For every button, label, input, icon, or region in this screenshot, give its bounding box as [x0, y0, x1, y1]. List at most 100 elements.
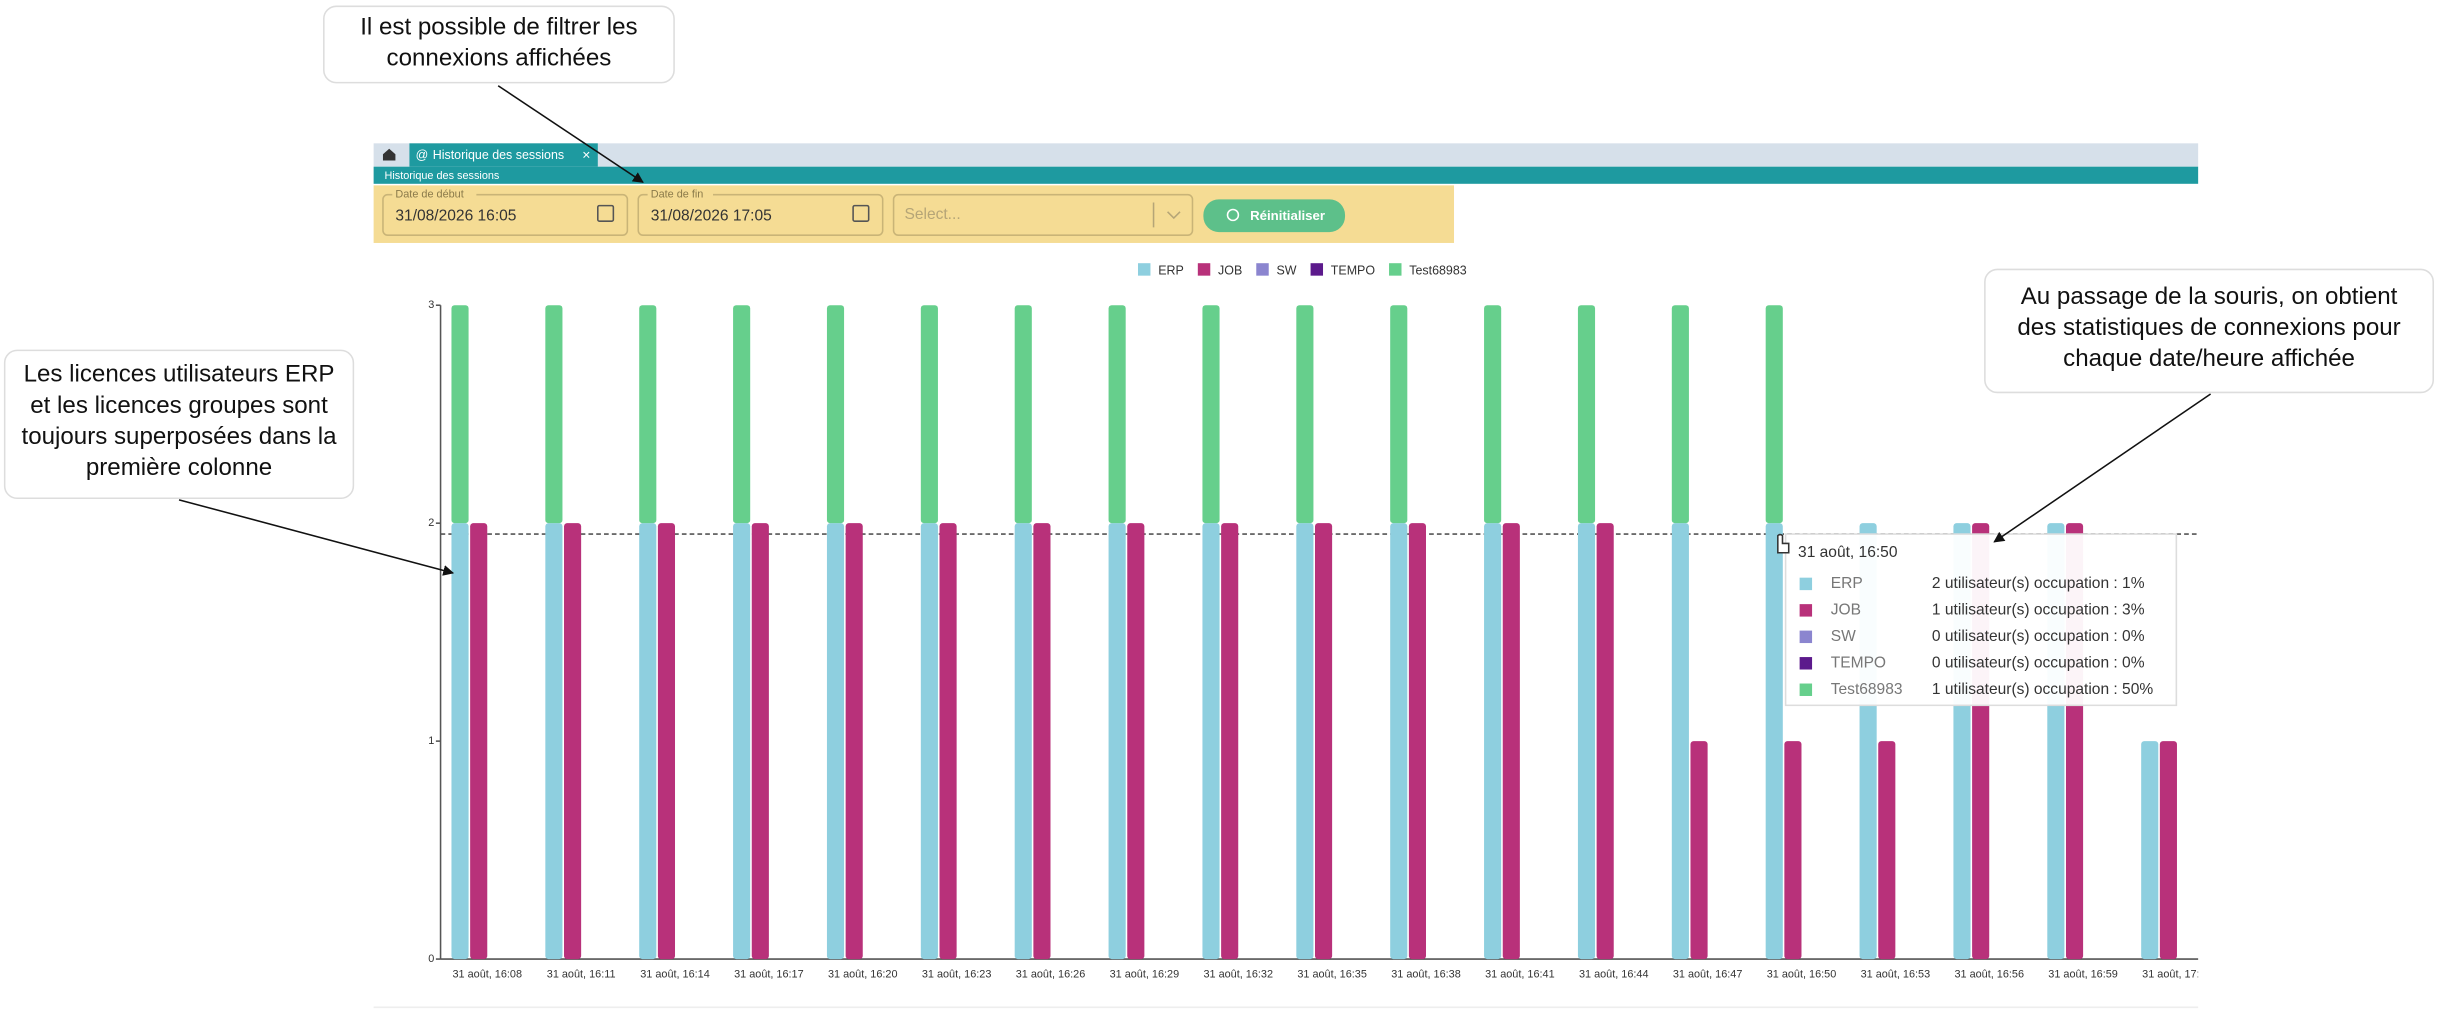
bar	[1484, 523, 1502, 960]
bar	[1390, 305, 1408, 524]
y-tick-label: 1	[428, 735, 434, 747]
x-tick-label: 31 août, 16:32	[1203, 969, 1273, 981]
tooltip-swatch	[1799, 657, 1813, 670]
callout-box	[323, 5, 675, 84]
bar	[751, 523, 769, 960]
x-tick-label: 31 août, 16:41	[1485, 969, 1555, 981]
x-tick-label: 31 août, 16:38	[1391, 969, 1461, 981]
x-tick-label: 31 août, 16:35	[1297, 969, 1367, 981]
bars	[451, 305, 2177, 960]
tooltip-value: 1 utilisateur(s) occupation : 3%	[1932, 601, 2145, 618]
y-tick-label: 3	[428, 299, 434, 311]
bar	[1202, 523, 1220, 960]
x-tick-label: 31 août, 16:23	[922, 969, 992, 981]
legend-label: SW	[1277, 263, 1297, 277]
bar	[826, 523, 845, 960]
x-tick-label: 31 août, 17:02	[2142, 969, 2212, 981]
bar	[1408, 523, 1426, 960]
bar	[1033, 523, 1051, 960]
bar	[564, 523, 582, 960]
bar	[920, 523, 938, 960]
arrow	[1993, 393, 2212, 543]
reset-button[interactable]	[1203, 199, 1346, 233]
start-input[interactable]	[382, 193, 629, 236]
bar	[1502, 523, 1520, 960]
select[interactable]	[892, 193, 1194, 236]
bar	[1878, 741, 1896, 960]
bar	[1108, 305, 1126, 524]
bar	[939, 523, 957, 960]
callout-text: Au passage de la souris, on obtient	[2021, 283, 2398, 310]
bar	[1596, 523, 1614, 960]
end-label: Date de fin	[651, 189, 704, 201]
bar	[545, 523, 563, 960]
bar	[1014, 523, 1032, 960]
callout-text: Il est possible de filtrer les	[360, 14, 637, 41]
bar	[470, 523, 488, 960]
legend-label: ERP	[1158, 263, 1184, 277]
tab[interactable]	[409, 143, 598, 167]
tooltip-swatch	[1799, 604, 1813, 617]
x-tick-label: 31 août, 16:53	[1861, 969, 1931, 981]
x-tick-label: 31 août, 16:08	[452, 969, 522, 981]
select-placeholder: Select...	[904, 206, 960, 223]
tooltip-box	[1784, 533, 2178, 707]
end-input[interactable]	[637, 193, 884, 236]
bar	[1577, 523, 1596, 960]
callout-text: chaque date/heure affichée	[2063, 345, 2355, 372]
tooltip-swatch	[1799, 577, 1813, 591]
start-value: 31/08/2026 16:05	[395, 208, 516, 225]
select-arrow	[1152, 202, 1181, 228]
reset-label: Réinitialiser	[1250, 208, 1325, 223]
y-tick-label: 2	[428, 517, 434, 529]
tooltip-name: Test68983	[1831, 681, 1903, 698]
bar	[451, 305, 469, 524]
bar	[826, 305, 845, 524]
x-tick-label: 31 août, 16:56	[1954, 969, 2024, 981]
bar	[1108, 523, 1126, 960]
bar	[1765, 523, 1783, 960]
breadcrumb-bar	[373, 166, 2199, 184]
legend-label: JOB	[1218, 263, 1242, 277]
callout-box	[1984, 268, 2434, 394]
x-tick-label: 31 août, 16:47	[1673, 969, 1743, 981]
callout-text: Les licences utilisateurs ERP	[24, 361, 335, 388]
tooltip-value: 0 utilisateur(s) occupation : 0%	[1932, 654, 2145, 671]
x-tick-label: 31 août, 16:50	[1767, 969, 1837, 981]
bar	[1765, 305, 1783, 524]
bar	[1390, 523, 1408, 960]
tab-close[interactable]: ×	[582, 146, 590, 162]
cursor	[1777, 533, 1790, 554]
tooltip: 31 août, 16:50 ERP 2 utilisateur(s) occup…	[1784, 533, 2178, 707]
calendar-icon[interactable]	[852, 204, 870, 222]
bar	[1127, 523, 1145, 960]
tooltip-swatch	[1799, 683, 1813, 696]
bar	[451, 523, 469, 960]
end-value: 31/08/2026 17:05	[651, 208, 772, 225]
calendar-icon[interactable]	[597, 204, 615, 222]
tooltip-title: 31 août, 16:50	[1798, 544, 1898, 561]
callout-box	[3, 349, 355, 500]
x-tick-label: 31 août, 16:44	[1579, 969, 1649, 981]
bar	[639, 305, 657, 524]
x-tick-label: 31 août, 16:29	[1110, 969, 1180, 981]
tooltip-value: 1 utilisateur(s) occupation : 50%	[1932, 681, 2153, 698]
home-icon[interactable]	[382, 148, 396, 161]
callouts: Il est possible de filtrer les connexions…	[3, 5, 2434, 576]
breadcrumb: Historique des sessions	[385, 170, 500, 182]
callout-text: connexions affichées	[387, 45, 612, 72]
bar	[1314, 523, 1333, 960]
y-tick-label: 0	[428, 953, 434, 965]
bar	[733, 305, 751, 524]
legend-swatch	[1310, 263, 1324, 276]
bar	[1296, 523, 1314, 960]
bar	[545, 305, 563, 524]
x-tick-label: 31 août, 16:26	[1016, 969, 1086, 981]
tab-label: Historique des sessions	[433, 148, 564, 162]
bar	[920, 305, 938, 524]
bar	[1202, 305, 1220, 524]
callout-text: toujours superposées dans la	[22, 423, 338, 450]
tooltip-swatch	[1799, 630, 1813, 644]
x-tick-label: 31 août, 16:11	[547, 969, 616, 981]
